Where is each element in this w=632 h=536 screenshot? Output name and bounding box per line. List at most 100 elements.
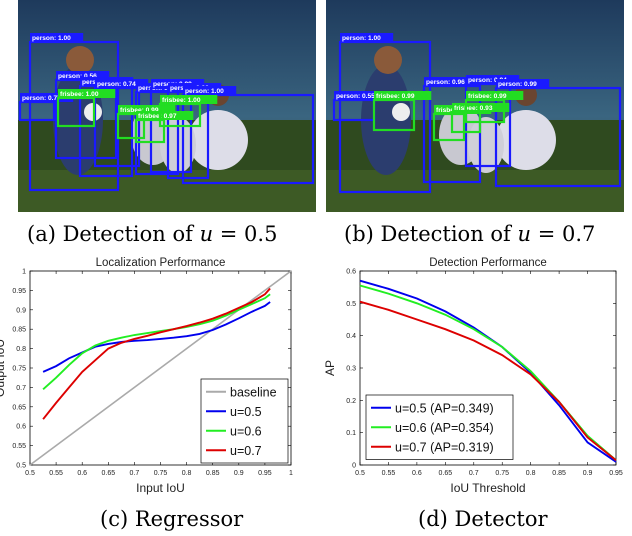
detection-box-frisbee <box>432 112 466 142</box>
y-tick-label: 0.5 <box>346 301 356 308</box>
detection-label-bg <box>466 91 524 100</box>
detection-label-bg <box>334 91 388 100</box>
y-tick-label: 0.85 <box>12 327 26 334</box>
caption-b-prefix: (b) Detection of <box>344 222 518 246</box>
legend-entry: u=0.6 (AP=0.354) <box>395 421 494 435</box>
y-tick-label: 0.2 <box>346 398 356 405</box>
photo-panel-b: person: 1.00 person: 0.55 person: 0.96 pers… <box>326 0 624 212</box>
legend-entry: u=0.7 <box>230 444 262 458</box>
x-tick-label: 0.95 <box>258 470 272 477</box>
y-tick-label: 0.8 <box>16 346 26 353</box>
detection-label-bg <box>20 93 74 102</box>
caption-b: (b) Detection of u = 0.7 <box>344 222 595 246</box>
y-tick-label: 0.75 <box>12 366 26 373</box>
caption-a: (a) Detection of u = 0.5 <box>27 222 277 246</box>
chart-title: Localization Performance <box>96 257 226 269</box>
y-tick-label: 0.6 <box>346 269 356 276</box>
detection-label-bg <box>496 79 550 88</box>
detection-box-person <box>181 93 315 185</box>
x-axis-label: Input IoU <box>136 481 185 495</box>
x-tick-label: 0.75 <box>495 470 509 477</box>
detection-label: person: 0.74 <box>97 81 136 88</box>
y-axis-label: AP <box>323 360 337 376</box>
detection-label-bg <box>424 77 478 86</box>
detection-label: frisbee: 0.99 <box>120 107 159 114</box>
y-axis-label: Output IoU <box>0 339 7 397</box>
y-tick-label: 0 <box>352 463 356 470</box>
chart-localization: Localization Performance 0.5 0.55 0.6 0.65 0.… <box>0 257 293 495</box>
detection-label-bg <box>30 33 84 42</box>
detection-label: frisbee: 1.00 <box>60 91 99 98</box>
detection-label: person: 0.96 <box>426 79 465 86</box>
x-tick-label: 0.6 <box>412 470 422 477</box>
detection-label: frisbee: 0.99 <box>376 93 415 100</box>
x-tick-label: 0.8 <box>526 470 536 477</box>
x-tick-label: 0.95 <box>609 470 623 477</box>
x-tick-label: 0.9 <box>234 470 244 477</box>
detection-box-person <box>28 40 120 192</box>
legend-entry: u=0.5 (AP=0.349) <box>395 401 494 415</box>
y-tick-label: 0.6 <box>16 424 26 431</box>
detection-label-bg <box>466 75 520 84</box>
caption-b-suffix: = 0.7 <box>531 222 596 246</box>
detection-label: person: 1.00 <box>185 88 224 95</box>
y-tick-label: 0.95 <box>12 288 26 295</box>
y-tick-label: 1 <box>22 269 26 276</box>
series-line-u-0-7-ap-0-319- <box>359 300 617 461</box>
chart-detection: Detection Performance 0.5 0.55 0.6 0.65 0.7 0.… <box>323 257 623 495</box>
x-tick-label: 0.7 <box>469 470 479 477</box>
y-tick-label: 0.3 <box>346 366 356 373</box>
series-line-u-0-6 <box>42 293 271 391</box>
caption-a-var: u <box>199 222 214 246</box>
detection-label: frisbee: 0.93 <box>454 105 493 112</box>
detection-label: person: 1.00 <box>342 35 381 42</box>
detection-box-person <box>18 100 56 122</box>
detection-label-bg <box>374 91 432 100</box>
x-tick-label: 0.55 <box>49 470 63 477</box>
caption-c: (c) Regressor <box>100 507 244 531</box>
detection-box-person <box>78 84 134 178</box>
detection-box-person <box>494 86 622 188</box>
y-tick-label: 0.55 <box>12 443 26 450</box>
y-tick-label: 0.5 <box>16 463 26 470</box>
detection-box-person <box>338 40 432 194</box>
detection-label-bg <box>56 71 110 80</box>
legend-entry: u=0.5 <box>230 405 262 419</box>
detection-label-bg <box>58 89 116 98</box>
caption-b-var: u <box>517 222 532 246</box>
legend-entry: baseline <box>230 385 277 399</box>
detection-label: person: 0.94 <box>468 77 507 84</box>
detection-label-bg <box>118 105 176 114</box>
detection-label: person: 1.00 <box>32 35 71 42</box>
legend-entry: u=0.6 <box>230 424 262 438</box>
x-tick-label: 0.9 <box>583 470 593 477</box>
caption-d: (d) Detector <box>418 507 548 531</box>
detection-box-frisbee <box>56 96 96 128</box>
x-tick-label: 1 <box>289 470 293 477</box>
chart-title: Detection Performance <box>429 257 547 269</box>
y-tick-label: 0.7 <box>16 385 26 392</box>
x-tick-label: 0.65 <box>439 470 453 477</box>
detection-label-bg <box>183 86 237 95</box>
x-tick-label: 0.65 <box>101 470 115 477</box>
legend-box <box>200 378 289 464</box>
y-tick-label: 0.9 <box>16 307 26 314</box>
caption-a-prefix: (a) Detection of <box>27 222 200 246</box>
x-tick-label: 0.8 <box>182 470 192 477</box>
x-tick-label: 0.7 <box>130 470 140 477</box>
detection-label: frisbee: 0.97 <box>138 113 177 120</box>
legend-entry: u=0.7 (AP=0.319) <box>395 440 494 454</box>
x-tick-label: 0.5 <box>25 470 35 477</box>
detection-box-frisbee <box>372 98 416 132</box>
detection-label: frisbee: 1.00 <box>162 97 201 104</box>
detection-label-bg <box>160 95 218 104</box>
x-axis-label: IoU Threshold <box>450 481 525 495</box>
x-tick-label: 0.85 <box>552 470 566 477</box>
detection-label-bg <box>136 111 194 120</box>
detection-label-bg <box>95 79 149 88</box>
x-tick-label: 0.6 <box>77 470 87 477</box>
series-line-u-0-7 <box>42 287 271 420</box>
